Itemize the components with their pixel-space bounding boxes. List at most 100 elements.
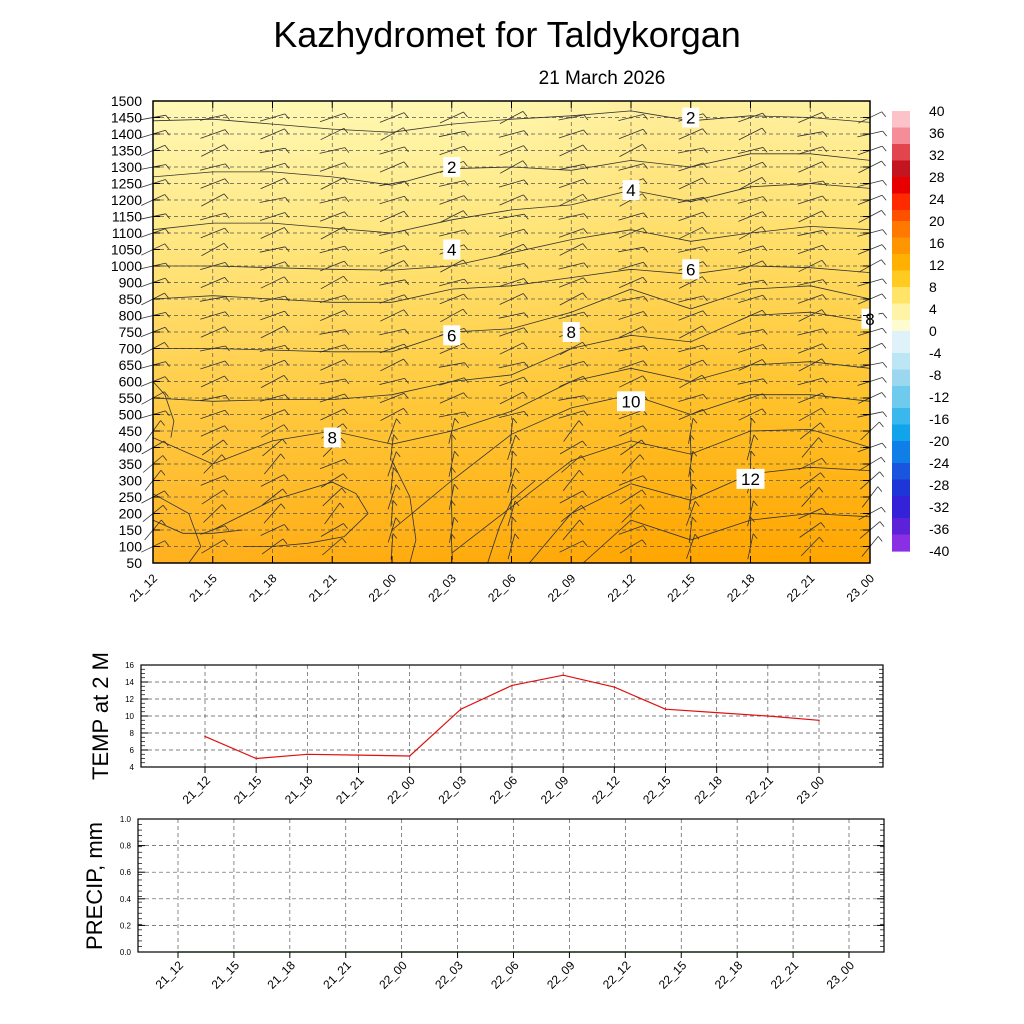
wind-barb-flag [882,411,888,418]
wind-barb [379,294,405,304]
colorbar-swatch [892,182,910,189]
wind-barb-flag [283,227,289,233]
wind-barb [688,484,693,510]
wind-barb [320,408,345,421]
wind-barb [685,501,696,526]
wind-barb-flag [689,434,695,440]
wind-barb [379,343,405,354]
wind-barb [679,325,703,339]
wind-barb [507,533,516,560]
wind-barb-flag [582,292,588,299]
wind-barb [319,378,346,385]
wind-barb-flag [344,196,350,203]
colorbar-swatch [892,529,910,536]
wind-barb-flag [582,341,587,348]
wind-barb-flag [162,505,168,511]
colorbar-swatch [892,380,910,387]
wind-barb [498,278,525,287]
wind-barb-flag [879,471,885,478]
wind-barb-flag [523,145,528,151]
wind-barb [200,360,226,370]
wind-barb-flag [581,505,586,511]
colorbar-label: -24 [929,455,949,471]
section-ytick-label: 650 [119,357,143,373]
wind-barb-flag [702,310,708,317]
colorbar-swatch [892,507,910,514]
wind-barb [498,312,525,319]
section-ytick-label: 450 [119,423,143,439]
isotherm-line [152,519,243,534]
data-point [562,674,564,676]
colorbar-swatch [892,144,910,151]
wind-barb [797,377,823,386]
ytick-label: 10 [125,712,134,721]
wind-barb-flag [522,111,528,117]
wind-barb-flag [344,378,350,385]
wind-barb [618,212,644,221]
wind-barb-flag [462,210,468,216]
cross-section-frame [152,100,871,564]
contour-label: 10 [622,392,641,411]
wind-barb [510,450,513,478]
wind-barb [498,179,525,188]
wind-barb [499,342,524,355]
colorbar-swatch [892,116,910,123]
wind-barb [263,453,282,475]
wind-barb [319,211,345,222]
xtick-label: 22_12 [589,773,623,807]
wind-barb-flag [582,540,588,547]
wind-barb-flag [404,279,410,286]
wind-barb-flag [820,522,826,528]
contour-label: 4 [447,241,456,260]
xtick-label: 21_15 [231,773,265,807]
wind-barb-flag [641,439,646,446]
wind-barb-flag [642,475,648,481]
wind-barb [738,211,763,222]
wind-barb-flag [881,293,887,300]
contour-label: 8 [328,429,337,448]
wind-barb [562,470,580,491]
wind-barb [499,194,524,206]
wind-barb-flag [164,342,169,348]
wind-barb [380,408,404,421]
wind-barb-flag [701,374,707,381]
wind-barb [203,504,223,523]
wind-barb [199,394,226,402]
wind-barb-flag [702,113,708,119]
wind-barb-flag [761,359,767,365]
wind-barb-flag [284,394,290,400]
wind-barb [319,245,345,254]
wind-barb-flag [343,359,349,365]
wind-barb-flag [642,129,648,135]
isotherm-line [153,285,871,353]
wind-barb [686,534,696,559]
wind-barb-flag [642,144,647,150]
wind-barb-flag [703,197,708,203]
wind-barb-flag [395,451,401,457]
wind-barb [439,377,465,386]
wind-barb [801,437,819,458]
colorbar-label: -28 [929,477,949,493]
wind-barb [324,502,341,525]
wind-barb [439,229,465,237]
wind-barb-flag [822,180,828,187]
wind-barb [498,411,525,418]
wind-barb-flag [583,410,589,416]
colorbar-swatch [892,149,910,156]
colorbar-label: 24 [929,191,945,207]
wind-barb-flag [224,129,230,135]
wind-barb-flag [224,311,230,317]
wind-barb-flag [224,212,230,219]
colorbar-swatch [892,501,910,508]
wind-barb [559,243,583,256]
wind-barb-flag [821,458,827,464]
ytick-label: 1.0 [120,815,132,824]
data-point [511,684,513,687]
wind-barb [797,195,823,205]
wind-barb-flag [403,294,409,301]
wind-barb [260,276,285,289]
wind-barb [451,467,453,494]
section-xtick-label: 22_18 [724,571,758,605]
xtick-label: 23_00 [824,958,858,992]
colorbar-label: 16 [929,235,945,251]
